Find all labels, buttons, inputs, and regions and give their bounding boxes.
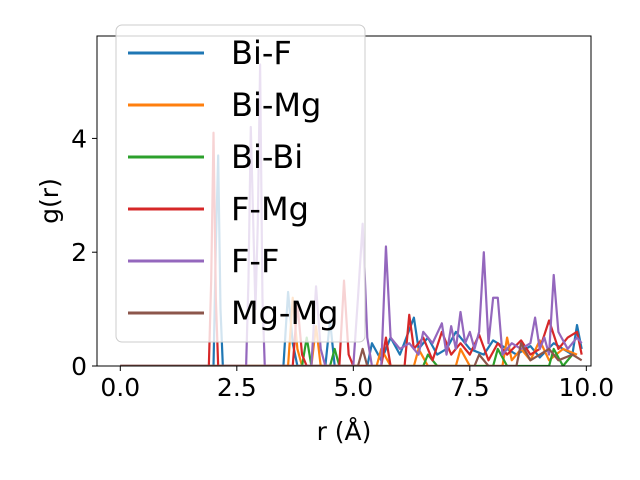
legend-label-bi-f: Bi-F	[231, 34, 292, 72]
y-axis: 0 2 4	[71, 124, 97, 381]
series-line-mg-mg	[120, 342, 583, 366]
x-tick-label: 0.0	[100, 373, 140, 402]
legend-label-f-f: F-F	[231, 242, 279, 280]
x-tick-label: 7.5	[450, 373, 490, 402]
legend-label-bi-mg: Bi-Mg	[231, 86, 321, 124]
series-line-f-f	[120, 63, 583, 366]
legend: Bi-F Bi-Mg Bi-Bi F-Mg F-F Mg-Mg	[115, 24, 366, 343]
legend-label-f-mg: F-Mg	[231, 190, 309, 228]
series-line-f-mg	[120, 131, 583, 366]
y-tick-label: 2	[71, 238, 87, 267]
legend-label-bi-bi: Bi-Bi	[231, 138, 303, 176]
x-tick-label: 2.5	[217, 373, 257, 402]
legend-label-mg-mg: Mg-Mg	[231, 294, 338, 332]
y-tick-label: 4	[71, 124, 87, 153]
x-axis: 0.0 2.5 5.0 7.5 10.0	[100, 366, 614, 402]
y-axis-label: g(r)	[35, 178, 64, 224]
x-tick-label: 5.0	[333, 373, 373, 402]
y-tick-label: 0	[71, 352, 87, 381]
series-line-bi-bi	[120, 336, 574, 366]
x-tick-label: 10.0	[559, 373, 615, 402]
plot-lines	[120, 63, 583, 366]
x-axis-label: r (Å)	[317, 417, 372, 446]
